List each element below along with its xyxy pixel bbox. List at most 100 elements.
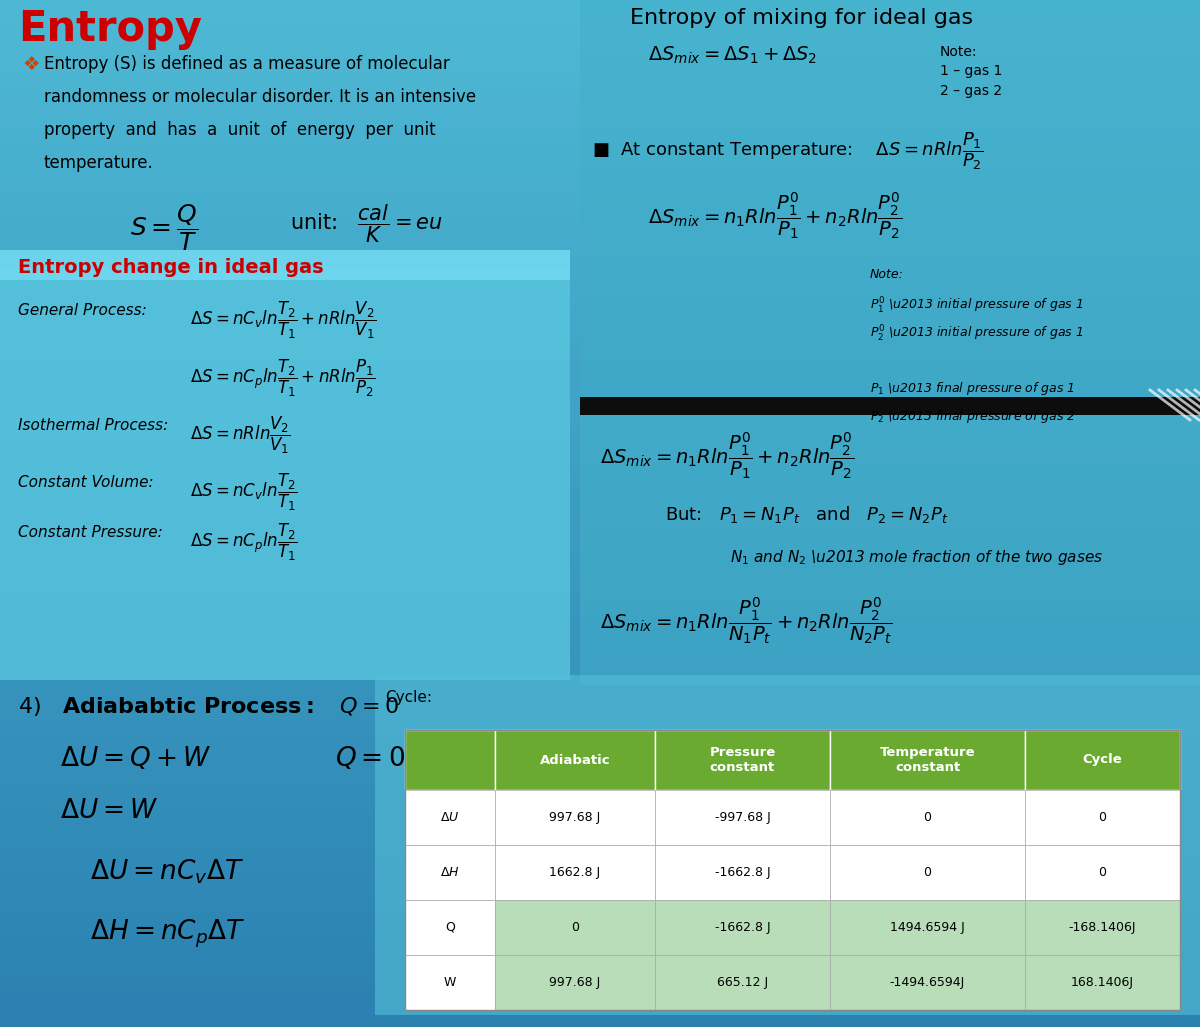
Bar [496,955,655,1010]
Text: $\Delta U = nC_v\Delta T$: $\Delta U = nC_v\Delta T$ [90,858,245,886]
Text: Constant Pressure:: Constant Pressure: [18,525,163,540]
Bar [0,0,1200,12]
Bar [0,359,1200,373]
Bar [0,783,1200,796]
Text: $P_1$ \u2013 final pressure of gas 1: $P_1$ \u2013 final pressure of gas 1 [870,380,1075,397]
Bar [0,411,1200,423]
Text: $\Delta S = nC_v ln\dfrac{T_2}{T_1}$: $\Delta S = nC_v ln\dfrac{T_2}{T_1}$ [190,472,298,514]
Bar [0,707,1200,719]
Bar [0,308,1200,320]
Text: 0: 0 [924,811,931,824]
Text: But:   $P_1 = N_1 P_t$   and   $P_2 = N_2 P_t$: But: $P_1 = N_1 P_t$ and $P_2 = N_2 P_t$ [665,504,949,525]
Bar [1025,790,1180,845]
Text: $P_2^0$ \u2013 initial pressure of gas 1: $P_2^0$ \u2013 initial pressure of gas 1 [870,324,1084,344]
Bar [0,26,1200,38]
Text: $\Delta S = nC_p ln\dfrac{T_2}{T_1} + nRln\dfrac{P_1}{P_2}$: $\Delta S = nC_p ln\dfrac{T_2}{T_1} + nR… [190,358,376,400]
Text: -1494.6594J: -1494.6594J [890,976,965,989]
Text: $\Delta U = Q + W$: $\Delta U = Q + W$ [60,745,211,772]
Text: 4)   $\mathbf{Adiababtic\ Process:}$   $Q = 0$: 4) $\mathbf{Adiababtic\ Process:}$ $Q = … [18,695,400,718]
Text: $P_1^0$ \u2013 initial pressure of gas 1: $P_1^0$ \u2013 initial pressure of gas 1 [870,296,1084,316]
Bar [406,730,496,790]
Text: unit:   $\dfrac{cal}{K} = eu$: unit: $\dfrac{cal}{K} = eu$ [290,202,443,244]
Bar [655,955,830,1010]
Text: $\Delta H$: $\Delta H$ [440,866,460,879]
Bar [496,900,655,955]
Bar [0,320,1200,334]
Text: property  and  has  a  unit  of  energy  per  unit: property and has a unit of energy per un… [44,121,436,139]
Bar [0,950,1200,963]
Text: $\Delta U = W$: $\Delta U = W$ [60,798,158,824]
Bar [0,231,1200,244]
Text: 1494.6594 J: 1494.6594 J [890,921,965,934]
Bar [0,693,1200,707]
Bar [0,166,1200,180]
Bar [406,790,496,845]
Bar [0,796,1200,809]
Text: $P_2$ \u2013 final pressure of gas 2: $P_2$ \u2013 final pressure of gas 2 [870,408,1076,425]
Text: $\Delta H = nC_p\Delta T$: $\Delta H = nC_p\Delta T$ [90,918,246,950]
Bar [0,142,1200,154]
Bar [0,89,1200,103]
Text: $\Delta S = nC_p ln\dfrac{T_2}{T_1}$: $\Delta S = nC_p ln\dfrac{T_2}{T_1}$ [190,522,298,563]
Bar [0,899,1200,912]
Text: Q: Q [445,921,455,934]
Bar [1025,730,1180,790]
Bar [1025,955,1180,1010]
Bar [0,526,1200,539]
Bar [496,730,655,790]
Bar [0,834,1200,847]
Bar [0,655,1200,668]
Bar [0,976,1200,988]
Text: Cycle: Cycle [1082,754,1122,766]
Text: $\Delta S_{mix} = n_1 Rln\dfrac{P_1^0}{P_1} + n_2 Rln\dfrac{P_2^0}{P_2}$: $\Delta S_{mix} = n_1 Rln\dfrac{P_1^0}{P… [600,430,854,481]
Bar [0,988,1200,1001]
Text: $\Delta S = nC_v ln\dfrac{T_2}{T_1} + nRln\dfrac{V_2}{V_1}$: $\Delta S = nC_v ln\dfrac{T_2}{T_1} + nR… [190,300,376,341]
Text: 997.68 J: 997.68 J [550,811,601,824]
Bar [0,398,1200,411]
Bar [0,385,1200,397]
Text: ❖: ❖ [22,55,40,74]
Text: Isothermal Process:: Isothermal Process: [18,418,168,433]
Bar [0,423,1200,436]
Bar [0,334,1200,347]
Bar [0,745,1200,758]
Bar [0,553,1200,565]
Bar [406,955,496,1010]
Text: General Process:: General Process: [18,303,146,318]
Bar [0,642,1200,655]
Bar [0,577,1200,591]
Text: 997.68 J: 997.68 J [550,976,601,989]
Bar [580,415,1200,685]
Bar [0,116,1200,128]
Bar [655,790,830,845]
Text: 665.12 J: 665.12 J [716,976,768,989]
Text: temperature.: temperature. [44,154,154,172]
Bar [0,346,1200,359]
Text: 0: 0 [924,866,931,879]
Bar [0,77,1200,90]
Bar [0,770,1200,783]
Text: $\blacksquare$  At constant Temperature:    $\Delta S = nRln\dfrac{P_1}{P_2}$: $\blacksquare$ At constant Temperature: … [592,130,984,172]
Bar [0,885,1200,899]
Bar [580,397,1200,415]
Text: Cycle:: Cycle: [385,690,432,705]
Bar [0,591,1200,604]
Bar [0,205,1200,219]
Bar [0,282,1200,295]
Bar [0,1001,1200,1015]
Text: $\Delta S_{mix} = n_1 Rln\dfrac{P_1^0}{P_1} + n_2 Rln\dfrac{P_2^0}{P_2}$: $\Delta S_{mix} = n_1 Rln\dfrac{P_1^0}{P… [648,190,902,240]
Text: $\Delta S = nRln\dfrac{V_2}{V_1}$: $\Delta S = nRln\dfrac{V_2}{V_1}$ [190,415,290,456]
Text: 168.1406J: 168.1406J [1072,976,1134,989]
Bar [0,270,1200,282]
Bar [0,462,1200,474]
Bar [0,13,1200,26]
Bar [0,180,1200,193]
Text: 1662.8 J: 1662.8 J [550,866,600,879]
Bar [0,488,1200,501]
Text: $\Delta S_{mix} = \Delta S_1 + \Delta S_2$: $\Delta S_{mix} = \Delta S_1 + \Delta S_… [648,45,817,67]
Bar [0,758,1200,770]
Bar [830,790,1025,845]
Text: -997.68 J: -997.68 J [715,811,770,824]
Text: Note:
1 – gas 1
2 – gas 2: Note: 1 – gas 1 2 – gas 2 [940,45,1002,98]
Bar [0,1015,1200,1027]
